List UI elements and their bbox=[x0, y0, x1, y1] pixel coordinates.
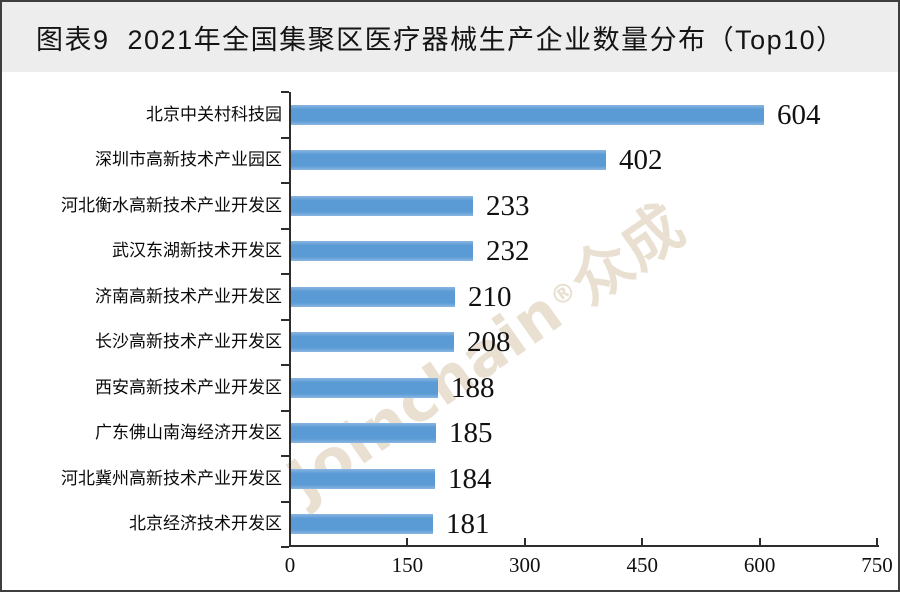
x-axis-tick bbox=[641, 538, 644, 545]
category-label: 长沙高新技术产业开发区 bbox=[95, 332, 282, 352]
y-axis-tick bbox=[281, 136, 289, 139]
value-label: 208 bbox=[467, 326, 511, 359]
value-label: 233 bbox=[486, 189, 530, 222]
value-label: 402 bbox=[619, 144, 663, 177]
value-label: 184 bbox=[448, 462, 492, 495]
bar bbox=[291, 195, 473, 216]
category-label: 河北衡水高新技术产业开发区 bbox=[61, 195, 282, 215]
bar bbox=[291, 377, 438, 398]
bar bbox=[291, 468, 435, 489]
y-axis-tick bbox=[281, 364, 289, 366]
value-label: 210 bbox=[468, 280, 512, 313]
value-label: 604 bbox=[777, 98, 821, 131]
bar bbox=[291, 332, 454, 353]
value-label: 185 bbox=[449, 417, 493, 450]
x-axis-tick-label: 300 bbox=[509, 553, 541, 577]
x-axis-tick-label: 450 bbox=[626, 553, 658, 577]
y-axis-line bbox=[289, 92, 291, 547]
y-axis-tick bbox=[281, 546, 289, 548]
bar bbox=[291, 423, 436, 444]
category-label: 北京中关村科技园 bbox=[146, 104, 282, 124]
y-axis-tick bbox=[281, 409, 289, 412]
x-axis-tick-label: 600 bbox=[743, 553, 776, 577]
y-axis-tick bbox=[281, 500, 289, 503]
bar bbox=[291, 104, 764, 125]
bar bbox=[291, 514, 433, 535]
bar bbox=[291, 150, 606, 171]
x-axis-tick-label: 750 bbox=[861, 553, 893, 577]
x-axis-tick bbox=[876, 538, 878, 545]
x-axis-line bbox=[289, 545, 879, 547]
y-axis-tick bbox=[281, 455, 289, 457]
category-label: 深圳市高新技术产业园区 bbox=[95, 150, 282, 170]
x-axis-tick-label: 150 bbox=[391, 553, 424, 577]
x-axis-tick-label: 0 bbox=[284, 553, 296, 577]
chart-title: 图表9 2021年全国集聚区医疗器械生产企业数量分布（Top10） bbox=[36, 25, 845, 55]
y-axis-tick bbox=[281, 91, 289, 93]
bar bbox=[291, 286, 455, 307]
y-axis-tick bbox=[281, 182, 289, 184]
y-axis-tick bbox=[281, 273, 289, 275]
category-label: 西安高新技术产业开发区 bbox=[95, 377, 282, 397]
y-axis-tick bbox=[281, 227, 289, 230]
category-label: 广东佛山南海经济开发区 bbox=[95, 423, 282, 443]
value-label: 188 bbox=[451, 371, 495, 404]
x-axis-tick bbox=[523, 538, 526, 545]
category-label: 武汉东湖新技术开发区 bbox=[112, 241, 282, 261]
category-label: 北京经济技术开发区 bbox=[129, 514, 282, 534]
y-axis-tick bbox=[281, 318, 289, 321]
value-label: 181 bbox=[446, 508, 490, 541]
value-label: 232 bbox=[486, 235, 530, 268]
bar bbox=[291, 241, 473, 262]
category-label: 河北冀州高新技术产业开发区 bbox=[61, 468, 282, 488]
x-axis-tick bbox=[406, 538, 409, 545]
x-axis-tick bbox=[758, 538, 761, 545]
category-label: 济南高新技术产业开发区 bbox=[95, 286, 282, 306]
